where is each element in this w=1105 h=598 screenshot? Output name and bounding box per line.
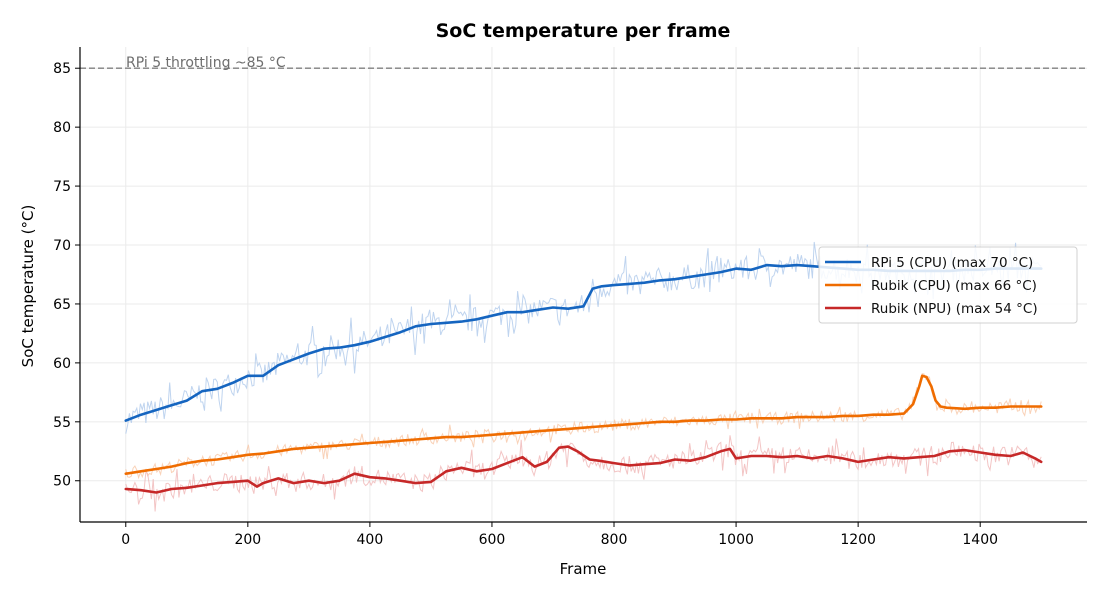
raw-trace-2 [125, 435, 1042, 512]
x-tick-label: 1200 [840, 532, 876, 548]
throttling-annotation: RPi 5 throttling ~85 °C [126, 55, 286, 71]
y-tick-label: 80 [53, 120, 71, 136]
x-tick-label: 400 [357, 532, 384, 548]
series-line-2 [124, 445, 1043, 494]
legend-box [818, 246, 1078, 324]
grid [80, 47, 1087, 522]
x-tick-label: 200 [234, 532, 261, 548]
legend: RPi 5 (CPU) (max 70 °C) Rubik (CPU) (max … [818, 246, 1078, 324]
y-tick-label: 60 [53, 356, 71, 372]
y-tick-label: 70 [53, 238, 71, 254]
y-tick-label: 50 [53, 474, 71, 490]
x-tick-label: 800 [601, 532, 628, 548]
legend-entry-1: Rubik (CPU) (max 66 °C) [871, 278, 1037, 294]
x-tick-label: 600 [479, 532, 506, 548]
legend-entry-0: RPi 5 (CPU) (max 70 °C) [871, 255, 1033, 271]
y-axis-label: SoC temperature (°C) [19, 205, 37, 368]
y-tick-label: 55 [53, 415, 71, 431]
x-tick-label: 0 [121, 532, 130, 548]
x-tick-label: 1000 [718, 532, 754, 548]
chart-title: SoC temperature per frame [436, 20, 731, 42]
y-tick-label: 75 [53, 179, 71, 195]
x-tick-label: 1400 [962, 532, 998, 548]
raw-trace-1 [125, 373, 1042, 480]
x-axis-label: Frame [560, 560, 607, 578]
legend-entry-2: Rubik (NPU) (max 54 °C) [871, 301, 1038, 317]
series-line-1 [124, 374, 1043, 476]
ticks: 0 200 400 600 800 1000 1200 1400 50 55 60 65 70 75 80 8… [53, 61, 998, 548]
y-tick-label: 85 [53, 61, 71, 77]
y-tick-label: 65 [53, 297, 71, 313]
